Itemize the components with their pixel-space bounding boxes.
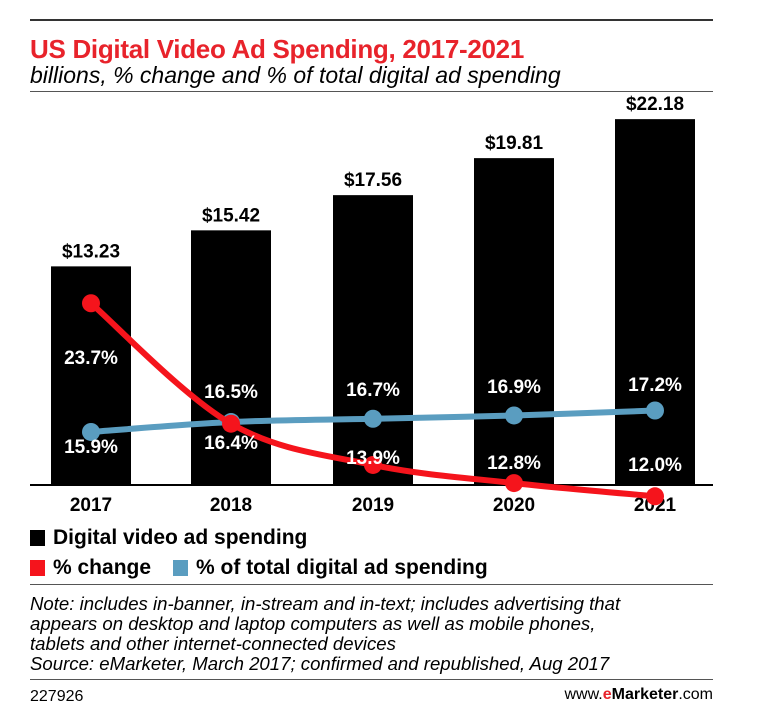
bar-value-label: $17.56 (344, 170, 402, 191)
pct-change-label: 12.8% (487, 453, 541, 474)
bar-value-label: $22.18 (626, 94, 684, 115)
pct-total-label: 16.7% (346, 380, 400, 401)
pct-total-label: 15.9% (64, 437, 118, 458)
site-link[interactable]: www.eMarketer.com (564, 686, 713, 704)
site-name: Marketer (611, 686, 679, 703)
legend-item-pct-total: % of total digital ad spending (173, 556, 488, 580)
x-tick-label: 2017 (70, 495, 112, 516)
legend-item-pct-change: % change (30, 556, 151, 580)
chart-title: US Digital Video Ad Spending, 2017-2021 (30, 34, 524, 64)
legend-label-pct-change: % change (53, 556, 152, 579)
legend-label-bars: Digital video ad spending (53, 526, 308, 549)
legend-item-bars: Digital video ad spending (30, 526, 307, 550)
pct-change-label: 23.7% (64, 348, 118, 369)
point-pct-change (222, 414, 240, 433)
pct-total-label: 16.9% (487, 377, 541, 398)
bar-value-label: $13.23 (62, 241, 120, 262)
chart-subtitle: billions, % change and % of total digita… (30, 62, 561, 88)
legend-divider (30, 584, 713, 585)
bar (333, 195, 413, 484)
bar-value-label: $15.42 (202, 205, 260, 226)
chart-id: 227926 (30, 688, 84, 705)
top-rule (30, 19, 713, 21)
legend-label-pct-total: % of total digital ad spending (196, 556, 488, 579)
point-pct-total (82, 422, 100, 441)
footer-rule (30, 679, 713, 680)
note-line: tablets and other internet-connected dev… (30, 633, 396, 654)
note-line: appears on desktop and laptop computers … (30, 613, 596, 634)
legend: Digital video ad spending % change % of … (30, 524, 510, 584)
x-tick-label: 2018 (210, 495, 252, 516)
point-pct-change (646, 487, 664, 506)
x-tick-label: 2021 (634, 495, 677, 516)
point-pct-change (505, 474, 523, 493)
legend-swatch-bars (30, 530, 45, 546)
point-pct-total (646, 401, 664, 420)
bar (191, 230, 271, 484)
bar (615, 119, 695, 484)
pct-total-label: 16.5% (204, 382, 258, 403)
note-line: Note: includes in-banner, in-stream and … (30, 593, 621, 614)
site-logo-e: e (602, 686, 612, 703)
pct-change-label: 13.9% (346, 448, 400, 469)
site-suffix: .com (678, 686, 713, 703)
point-pct-total (364, 409, 382, 428)
site-prefix: www. (564, 686, 603, 703)
x-tick-label: 2020 (493, 495, 535, 516)
bar-value-label: $19.81 (485, 133, 544, 154)
point-pct-change (364, 455, 382, 474)
legend-swatch-pct-total (173, 560, 189, 576)
point-pct-total (505, 406, 523, 425)
chart-area: $13.23 $15.42 $17.56 $19.81 $22.18 2017 2018 20… (30, 94, 713, 516)
bar (474, 158, 554, 485)
pct-total-label: 17.2% (628, 375, 682, 396)
header-divider (30, 91, 713, 92)
pct-change-label: 16.4% (204, 433, 258, 454)
pct-change-label: 12.0% (628, 455, 682, 476)
legend-swatch-pct-change (30, 560, 45, 576)
source-note: Note: includes in-banner, in-stream and … (30, 594, 720, 674)
source-line: Source: eMarketer, March 2017; confirmed… (30, 653, 610, 674)
x-tick-label: 2019 (352, 495, 394, 516)
point-pct-change (82, 294, 100, 313)
